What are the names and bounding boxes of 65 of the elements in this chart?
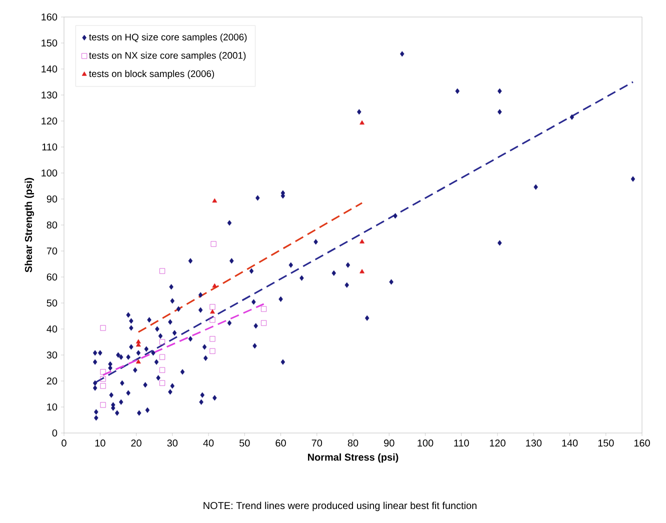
x-tick-label: 160: [634, 440, 650, 447]
x-tick-label: 100: [418, 440, 434, 447]
point: [159, 380, 166, 386]
x-tick-label: 70: [312, 440, 322, 447]
y-tick-label: 160: [42, 13, 58, 21]
y-tick-label: 10: [47, 403, 58, 411]
point: [210, 336, 216, 342]
point: [136, 359, 141, 364]
point: [159, 354, 166, 360]
x-tick-label: 140: [562, 440, 578, 447]
point: [136, 339, 141, 344]
y-tick-label: 0: [52, 429, 58, 437]
point: [100, 376, 106, 382]
x-tick-label: 120: [490, 440, 506, 447]
legend-label: tests on HQ size core samples (2006): [89, 33, 247, 42]
point: [159, 367, 166, 373]
y-tick-label: 40: [46, 325, 58, 333]
x-axis-title: Normal Stress (psi): [308, 453, 398, 463]
point: [210, 317, 216, 323]
y-tick-label: 120: [42, 117, 58, 125]
y-tick-label: 90: [46, 195, 58, 203]
y-tick-label: 100: [42, 169, 58, 177]
y-tick-label: 30: [46, 351, 58, 359]
point: [210, 309, 215, 314]
x-tick-label: 90: [384, 440, 394, 447]
y-tick-label: 150: [42, 39, 58, 47]
point: [212, 198, 218, 203]
x-tick-label: 50: [239, 440, 250, 447]
y-tick-label: 50: [46, 299, 58, 307]
x-tick-label: 80: [348, 440, 358, 447]
x-tick-label: 20: [131, 440, 142, 447]
x-tick-label: 110: [454, 440, 469, 447]
point: [159, 268, 166, 274]
y-tick-label: 20: [46, 377, 58, 385]
y-tick-label: 70: [46, 247, 58, 255]
point: [100, 369, 106, 375]
point: [210, 241, 216, 247]
point: [100, 383, 106, 389]
point: [210, 348, 216, 354]
point: [360, 269, 364, 274]
x-tick-label: 40: [203, 440, 214, 447]
x-tick-label: 60: [276, 440, 286, 447]
legend-label: tests on block samples (2006): [89, 70, 214, 79]
x-tick-label: 0: [62, 440, 66, 447]
point: [100, 325, 106, 331]
y-tick-label: 110: [42, 143, 58, 151]
legend-label: tests on NX size core samples (2001): [89, 52, 246, 61]
x-tick-label: 30: [167, 440, 178, 447]
text: NOTE: Trend lines were produced using linear best fit function: [204, 502, 476, 512]
x-tick-label: 130: [526, 440, 542, 447]
y-tick-label: 130: [42, 91, 58, 99]
point: [360, 239, 364, 244]
point: [210, 304, 216, 310]
y-axis-title: Shear Strength (psi): [24, 178, 34, 272]
point: [260, 320, 267, 326]
point: [260, 306, 267, 312]
y-tick-label: 60: [46, 273, 58, 281]
x-tick-label: 10: [95, 440, 106, 447]
x-tick-label: 150: [598, 440, 614, 447]
y-tick-label: 140: [42, 65, 58, 73]
point: [360, 120, 364, 125]
point: [159, 339, 166, 345]
y-tick-label: 80: [46, 221, 58, 229]
point: [100, 402, 106, 408]
point: [212, 283, 218, 288]
